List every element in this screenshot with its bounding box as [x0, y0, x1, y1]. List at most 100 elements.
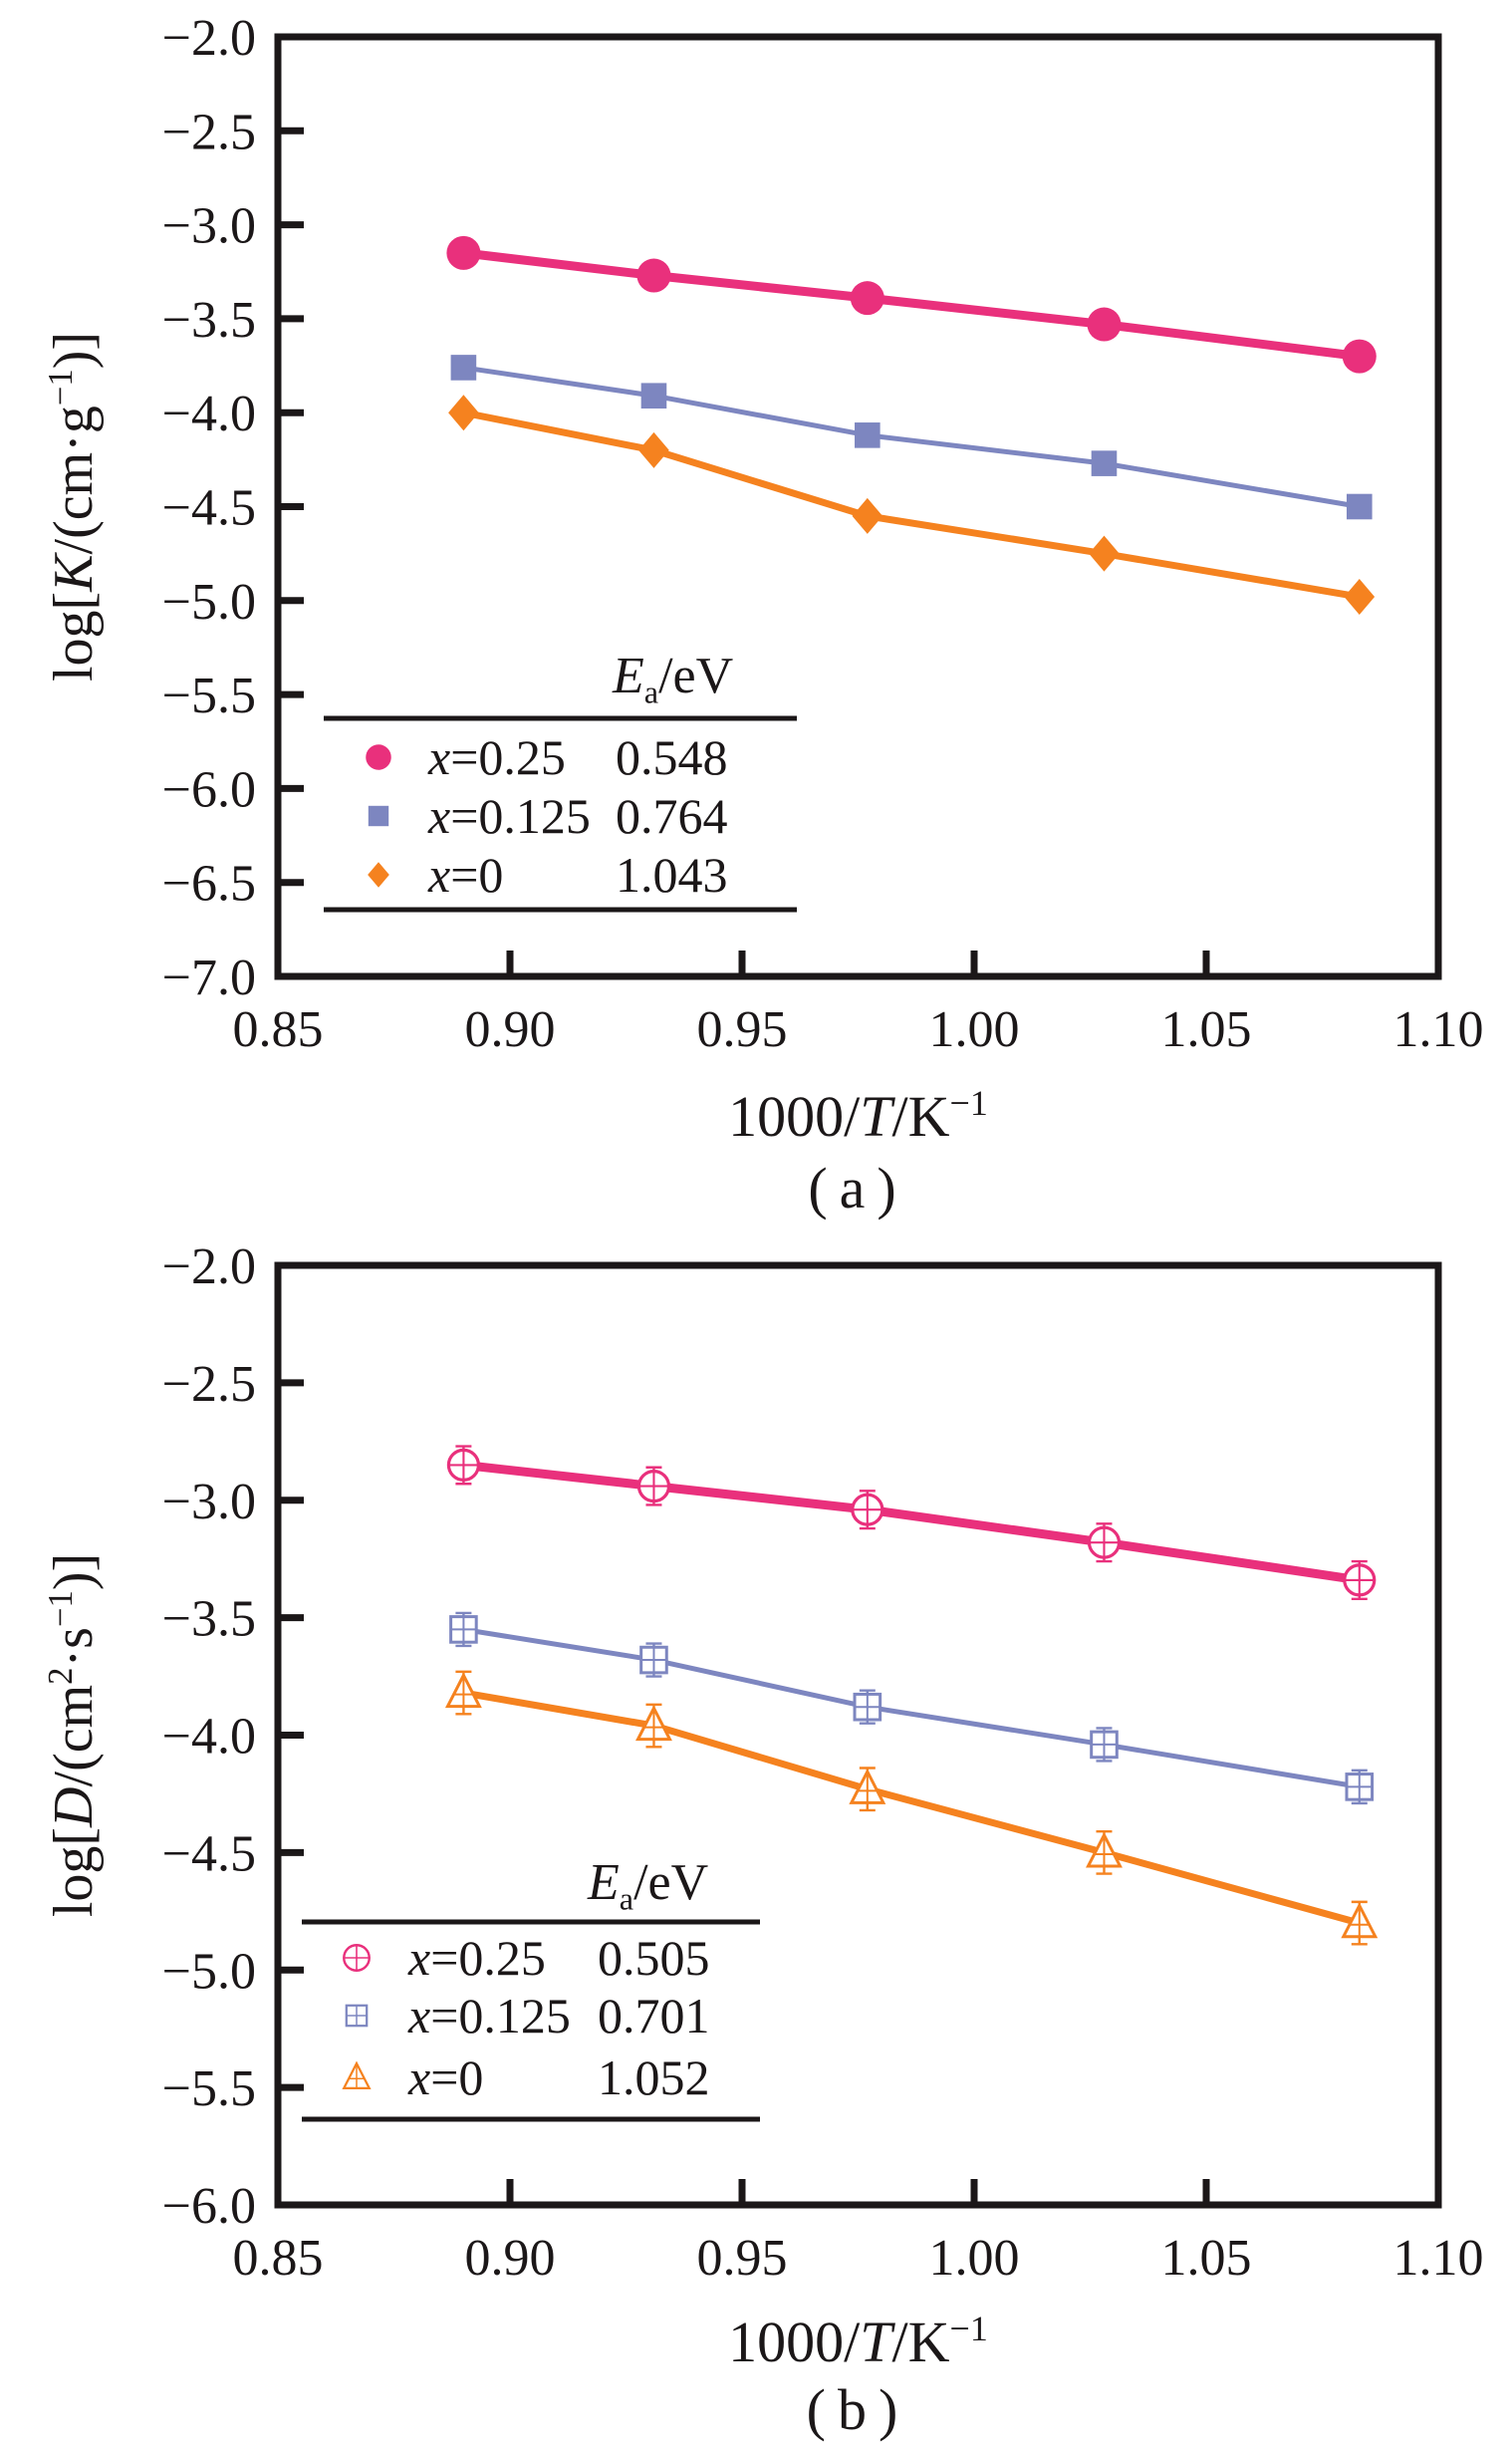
y-tick-label: −2.5 [162, 1356, 256, 1413]
data-point [1342, 339, 1377, 374]
x-axis: 0.85 0.90 0.95 1.00 1.05 1.10 [233, 2179, 1484, 2287]
data-point [1343, 1563, 1377, 1597]
marker-diamond [1344, 579, 1376, 616]
x-tick-label: 1.10 [1393, 2230, 1484, 2287]
legend-value: 1.043 [616, 847, 728, 903]
y-axis: −2.0 −2.5 −3.0 −3.5 −4.0 −4.5 −5.0 −5.5 −6.0 −6.5… [162, 10, 304, 1006]
axes [274, 33, 1442, 980]
y-axis: −2.0 −2.5 −3.0 −3.5 −4.0 −4.5 −5.0 −5.5 −6.0 [162, 1238, 304, 2235]
y-tick-label: −3.0 [162, 1474, 256, 1530]
legend-label: x=0 [427, 847, 503, 903]
legend-row-x-0: x=0 1.043 [368, 847, 728, 903]
series-x-0 [444, 1670, 1379, 1946]
marker-circle [366, 744, 391, 770]
y-tick-label: −6.5 [162, 856, 256, 913]
legend-value: 0.548 [616, 729, 728, 785]
data-point [1345, 1772, 1375, 1801]
x-tick-label: 0.90 [465, 2230, 556, 2287]
y-tick-label: −2.0 [162, 1238, 256, 1295]
y-tick-label: −6.0 [162, 761, 256, 818]
marker-circle [636, 258, 671, 293]
legend: Ea/eV x=0.25 0.548 x=0.125 0.764 x=0 1.043 [324, 648, 797, 913]
series-x-0-125 [449, 1611, 1375, 1805]
data-point [640, 383, 667, 409]
legend-marker [368, 805, 389, 827]
data-point [850, 281, 884, 316]
panel-caption: (a) [808, 1156, 907, 1221]
data-point [1089, 535, 1120, 572]
x-tick-label: 0.85 [233, 2230, 324, 2287]
data-point [852, 497, 883, 534]
marker-circle [446, 235, 481, 270]
y-tick-label: −3.5 [162, 1591, 256, 1648]
legend-value: 0.701 [598, 1988, 710, 2043]
x-tick-label: 0.85 [233, 1001, 324, 1058]
x-tick-label: 0.90 [465, 1001, 556, 1058]
series-x-0 [448, 395, 1376, 616]
x-tick-label: 0.95 [697, 1001, 788, 1058]
data-point [635, 1705, 672, 1742]
data-point [638, 431, 669, 468]
y-tick-label: −3.5 [162, 292, 256, 349]
legend-label: x=0 [407, 2049, 483, 2105]
legend-value: 0.505 [598, 1930, 710, 1986]
legend-header: Ea/eV [587, 1854, 708, 1916]
marker-square [368, 805, 389, 827]
marker-square [855, 422, 881, 448]
data-point [1087, 307, 1122, 342]
legend-value: 0.764 [616, 788, 728, 844]
y-tick-label: −4.5 [162, 480, 256, 537]
marker-square [640, 383, 667, 409]
series-x-0-125-line [460, 1626, 1363, 1789]
data-point [1090, 1730, 1119, 1760]
x-tick-label: 1.10 [1393, 1001, 1484, 1058]
x-tick-label: 1.05 [1161, 2230, 1252, 2287]
data-point [1086, 1831, 1123, 1868]
x-axis: 0.85 0.90 0.95 1.00 1.05 1.10 [233, 951, 1484, 1058]
y-tick-label: −6.0 [162, 2178, 256, 2235]
panel-caption: (b) [807, 2377, 910, 2442]
legend-marker [342, 2060, 372, 2089]
legend-label: x=0.125 [407, 1988, 571, 2043]
y-tick-label: −5.5 [162, 2060, 256, 2117]
y-tick-label: −4.0 [162, 1709, 256, 1766]
data-point [1091, 450, 1118, 476]
data-point [1344, 579, 1376, 616]
data-point [1087, 1525, 1122, 1559]
data-point [639, 1645, 668, 1675]
y-tick-label: −7.0 [162, 950, 256, 1006]
legend-label: x=0.25 [407, 1930, 546, 1986]
legend-label: x=0.25 [427, 729, 566, 785]
data-point [449, 1615, 478, 1644]
data-point [448, 395, 479, 431]
marker-square [1091, 450, 1118, 476]
legend-row-x-0-25: x=0.25 0.548 [366, 729, 728, 785]
data-point [636, 1470, 671, 1503]
marker-diamond [448, 395, 479, 431]
marker-circle [1087, 307, 1122, 342]
data-point [1341, 1902, 1379, 1939]
x-axis-title: 1000/T/K−1 [728, 2309, 988, 2374]
marker-circle [1342, 339, 1377, 374]
data-point [853, 1692, 882, 1722]
y-tick-label: −5.5 [162, 668, 256, 724]
data-point [855, 422, 881, 448]
x-axis-title: 1000/T/K−1 [728, 1083, 988, 1149]
data-point [444, 1672, 482, 1709]
legend-marker [343, 1944, 371, 1972]
marker-circle [850, 281, 884, 316]
y-tick-label: −5.0 [162, 1943, 256, 2000]
chart-panel-a: −2.0 −2.5 −3.0 −3.5 −4.0 −4.5 −5.0 −5.5 −6.0 −6.5… [41, 10, 1484, 1221]
chart-panel-b: −2.0 −2.5 −3.0 −3.5 −4.0 −4.5 −5.0 −5.5 −6.00.85… [41, 1238, 1484, 2442]
legend-header: Ea/eV [612, 648, 733, 709]
legend-marker [366, 744, 391, 770]
legend-row-x-0-25: x=0.25 0.505 [343, 1930, 710, 1986]
series-x-0-125 [450, 355, 1373, 520]
y-tick-label: −4.0 [162, 386, 256, 442]
marker-diamond [638, 431, 669, 468]
x-tick-label: 1.00 [929, 2230, 1020, 2287]
legend: Ea/eV x=0.25 0.505 x=0.125 0.701 x=0 1.052 [302, 1854, 760, 2122]
y-tick-label: −2.5 [162, 104, 256, 160]
legend-label: x=0.125 [427, 788, 591, 844]
